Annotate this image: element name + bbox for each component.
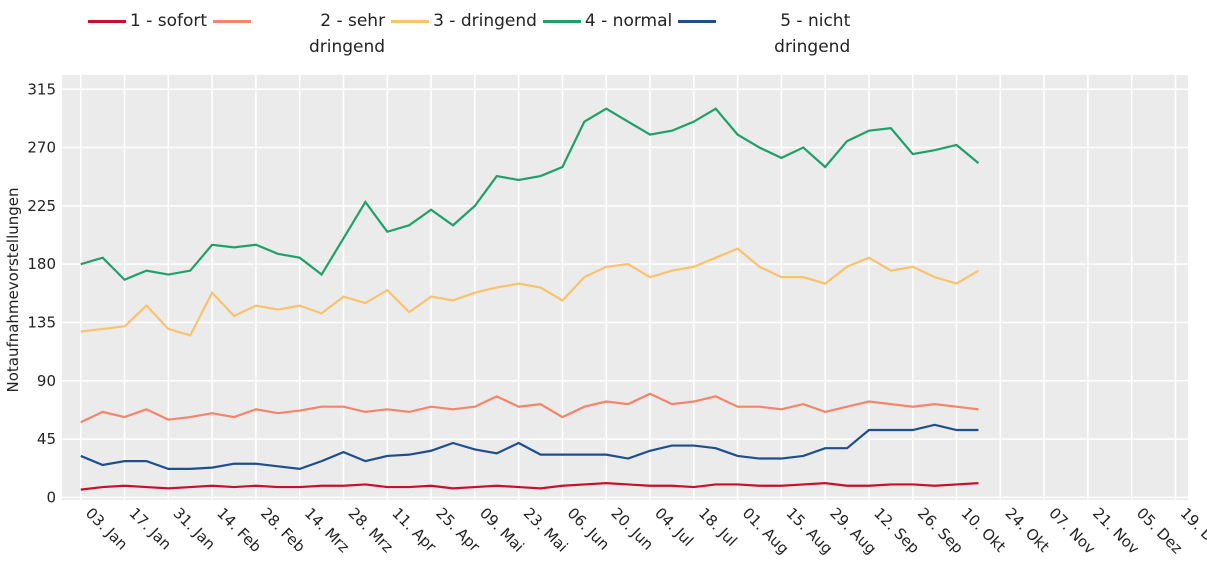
x-tick-label: 29. Aug (826, 504, 880, 558)
x-tick-label: 25. Apr (432, 504, 484, 556)
x-tick-label: 31. Jan (170, 504, 219, 553)
x-tick-label: 05. Dez (1133, 504, 1186, 557)
y-tick-label: 45 (37, 430, 56, 448)
series-line (80, 482, 979, 491)
legend-swatch (88, 20, 126, 23)
y-tick-label: 315 (27, 80, 56, 98)
x-tick-label: 20. Jun (607, 504, 657, 554)
x-tick-label: 04. Jul (651, 504, 697, 550)
legend-label: 1 - sofort (130, 11, 208, 31)
legend-item: 1 - sofort (88, 8, 207, 60)
x-tick-label: 23. Mai (520, 504, 572, 556)
x-tick-label: 12. Sep (870, 504, 923, 557)
x-tick-label: 03. Jan (82, 504, 131, 553)
x-tick-label: 17. Jan (126, 504, 175, 553)
legend-label: 4 - normal (584, 11, 673, 31)
legend: 1 - sofort 2 - sehr dringend 3 - dringend 4… (88, 8, 856, 60)
x-tick-label: 06. Jun (564, 504, 614, 554)
y-tick-label: 135 (27, 313, 56, 331)
series-line (80, 107, 980, 282)
x-tick-label: 10. Okt (958, 504, 1010, 556)
legend-label: 3 - dringend (433, 11, 537, 31)
series-line (80, 247, 979, 337)
series-line (80, 423, 979, 471)
y-tick-label: 90 (37, 372, 56, 390)
x-tick-label: 11. Apr (388, 504, 440, 556)
x-tick-label: 01. Aug (739, 504, 793, 558)
x-tick-label: 28. Mrz (345, 504, 397, 556)
legend-label: 2 - sehr dringend (308, 11, 386, 57)
legend-item: 2 - sehr dringend (213, 8, 385, 60)
x-tick-label: 28. Feb (257, 504, 309, 556)
x-tick-label: 15. Aug (783, 504, 837, 558)
series-line (80, 392, 979, 424)
y-tick-label: 270 (27, 139, 56, 157)
legend-item: 3 - dringend (391, 8, 537, 60)
x-tick-label: 09. Mai (476, 504, 528, 556)
legend-swatch (542, 20, 581, 23)
legend-swatch (213, 20, 252, 23)
x-tick-label: 21. Nov (1089, 504, 1143, 558)
plot-area (62, 75, 1188, 500)
x-tick-label: 14. Feb (213, 504, 265, 556)
legend-item: 5 - nicht dringend (678, 8, 850, 60)
x-tick-label: 26. Sep (914, 504, 967, 557)
y-axis-label: Notaufnahmevorstellungen (4, 187, 22, 392)
x-tick-label: 24. Okt (1002, 504, 1054, 556)
y-tick-label: 180 (27, 255, 56, 273)
x-tick-label: 14. Mrz (301, 504, 353, 556)
y-tick-label: 225 (27, 197, 56, 215)
legend-item: 4 - normal (542, 8, 673, 60)
legend-label: 5 - nicht dringend (774, 11, 851, 57)
y-tick-label: 0 (46, 488, 56, 506)
legend-swatch (678, 20, 717, 23)
legend-swatch (391, 20, 430, 23)
x-tick-label: 18. Jul (695, 504, 741, 550)
x-tick-label: 07. Nov (1045, 504, 1099, 558)
